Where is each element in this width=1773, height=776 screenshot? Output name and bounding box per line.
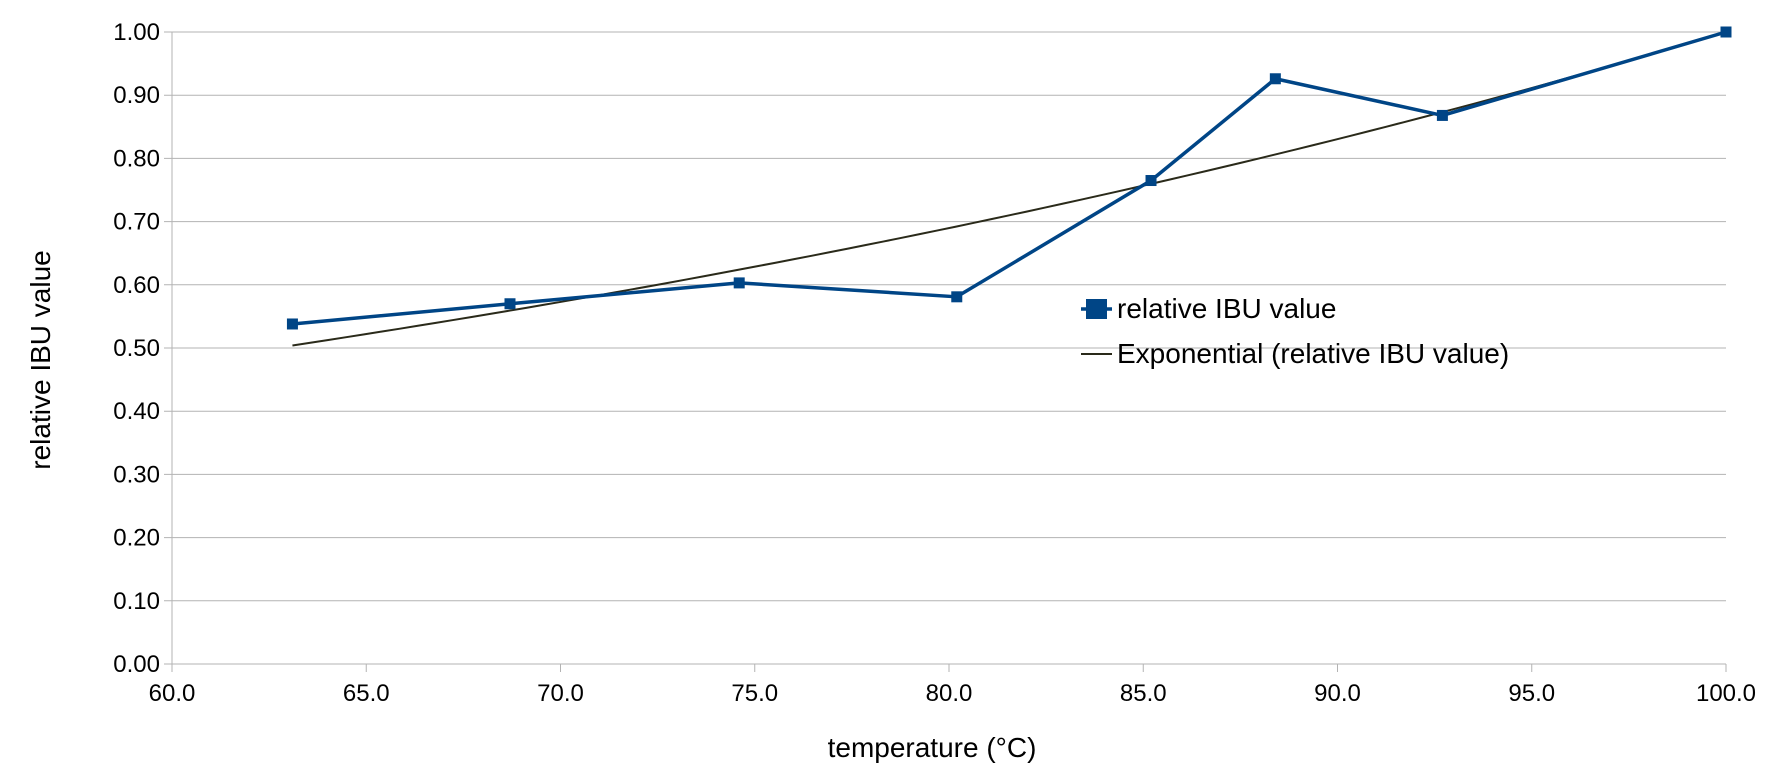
legend-series-label: relative IBU value [1117,293,1336,324]
y-tick-label: 0.90 [113,82,160,109]
y-tick-label: 0.80 [113,145,160,172]
y-tick-label: 0.60 [113,272,160,299]
x-tick-label: 95.0 [1508,680,1555,707]
legend-series-swatch-marker [1086,299,1107,319]
legend-trend-label: Exponential (relative IBU value) [1117,338,1509,369]
axes [171,32,1727,672]
data-point-marker [733,277,745,289]
data-point-marker [951,291,963,303]
gridlines [164,31,1726,665]
y-tick-label: 0.50 [113,335,160,362]
data-point-marker [1436,109,1448,121]
series-line [292,30,1727,326]
series-markers [286,26,1732,330]
x-tick-label: 85.0 [1120,680,1167,707]
x-tick-labels: 60.0 65.0 70.0 75.0 80.0 85.0 90.0 95.0 100.0 [149,680,1756,707]
x-tick-label: 65.0 [343,680,390,707]
data-point-marker [1145,175,1157,187]
x-tick-label: 90.0 [1314,680,1361,707]
data-point-marker [1720,26,1732,38]
data-point-marker [286,318,298,330]
x-tick-label: 60.0 [149,680,196,707]
y-tick-label: 0.00 [113,651,160,678]
x-axis-title: temperature (°C) [828,732,1037,763]
y-tick-labels: 0.00 0.10 0.20 0.30 0.40 0.50 0.60 0.70 0.80 0.90… [113,19,160,678]
y-tick-label: 0.20 [113,525,160,552]
x-tick-label: 80.0 [926,680,973,707]
x-tick-label: 70.0 [537,680,584,707]
trendline-exponential [292,31,1727,347]
y-axis-title: relative IBU value [25,250,56,469]
x-tick-label: 100.0 [1696,680,1756,707]
y-tick-label: 0.40 [113,398,160,425]
y-tick-label: 1.00 [113,19,160,46]
y-tick-label: 0.10 [113,588,160,615]
x-tick-label: 75.0 [731,680,778,707]
y-tick-label: 0.30 [113,461,160,488]
legend: relative IBU value Exponential (relative… [1081,293,1509,369]
y-tick-label: 0.70 [113,209,160,236]
data-point-marker [504,298,516,310]
data-point-marker [1269,73,1281,85]
